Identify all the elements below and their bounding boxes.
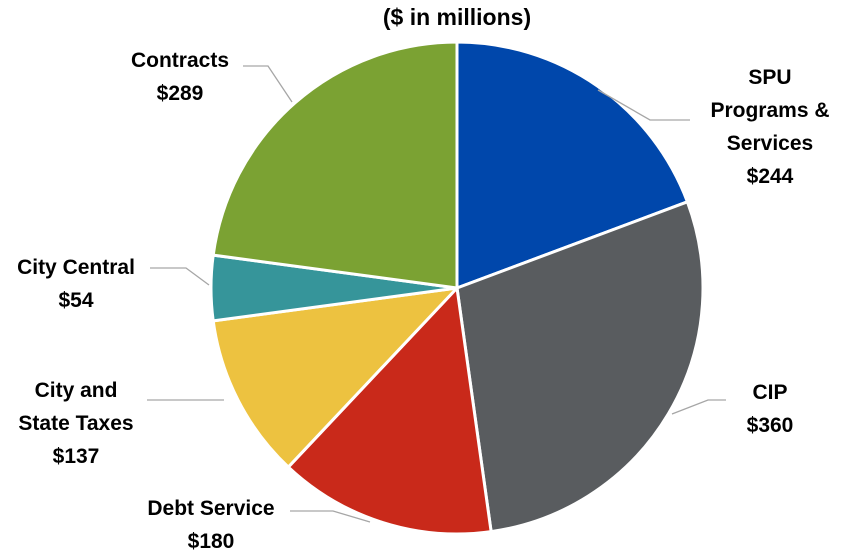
slice-contracts <box>211 40 459 290</box>
slice-label-cip: CIP $360 <box>747 381 794 437</box>
slice-value-label: $244 <box>747 165 794 188</box>
leader-line-contracts <box>243 65 293 103</box>
chart-title: ($ in millions) <box>383 4 531 30</box>
slice-label-contracts: Contracts $289 <box>131 49 229 105</box>
pie-slices <box>209 40 705 536</box>
leader-line-cip <box>671 399 726 415</box>
slice-value-label: $289 <box>157 82 204 105</box>
slice-category-label: State Taxes <box>18 412 133 435</box>
leader-line-debt-service <box>290 510 371 523</box>
slice-label-city-central: City Central $54 <box>17 256 135 312</box>
slice-labels: SPU Programs & Services $244 CIP $360 Debt Ser… <box>17 49 829 553</box>
slice-category-label: CIP <box>752 381 787 404</box>
leader-lines <box>147 65 726 523</box>
slice-value-label: $180 <box>188 530 235 553</box>
slice-value-label: $360 <box>747 414 794 437</box>
slice-label-city-and-state-taxes: City and State Taxes $137 <box>18 379 133 468</box>
slice-category-label: SPU <box>748 66 791 89</box>
slice-value-label: $54 <box>58 289 93 312</box>
leader-line-city-central <box>150 267 210 286</box>
slice-category-label: City and <box>35 379 118 402</box>
slice-value-label: $137 <box>53 445 100 468</box>
slice-category-label: Debt Service <box>147 497 274 520</box>
slice-category-label: Programs & <box>710 99 829 122</box>
slice-category-label: Contracts <box>131 49 229 72</box>
slice-spu-programs-and-services <box>455 40 689 290</box>
slice-category-label: Services <box>727 132 813 155</box>
slice-label-debt-service: Debt Service $180 <box>147 497 274 553</box>
slice-cip <box>455 200 705 534</box>
slice-city-and-state-taxes <box>211 286 459 469</box>
leader-line-spu-programs-and-services <box>597 89 690 121</box>
slice-debt-service <box>286 286 493 536</box>
slice-category-label: City Central <box>17 256 135 279</box>
slice-label-spu-programs-and-services: SPU Programs & Services $244 <box>710 66 829 188</box>
